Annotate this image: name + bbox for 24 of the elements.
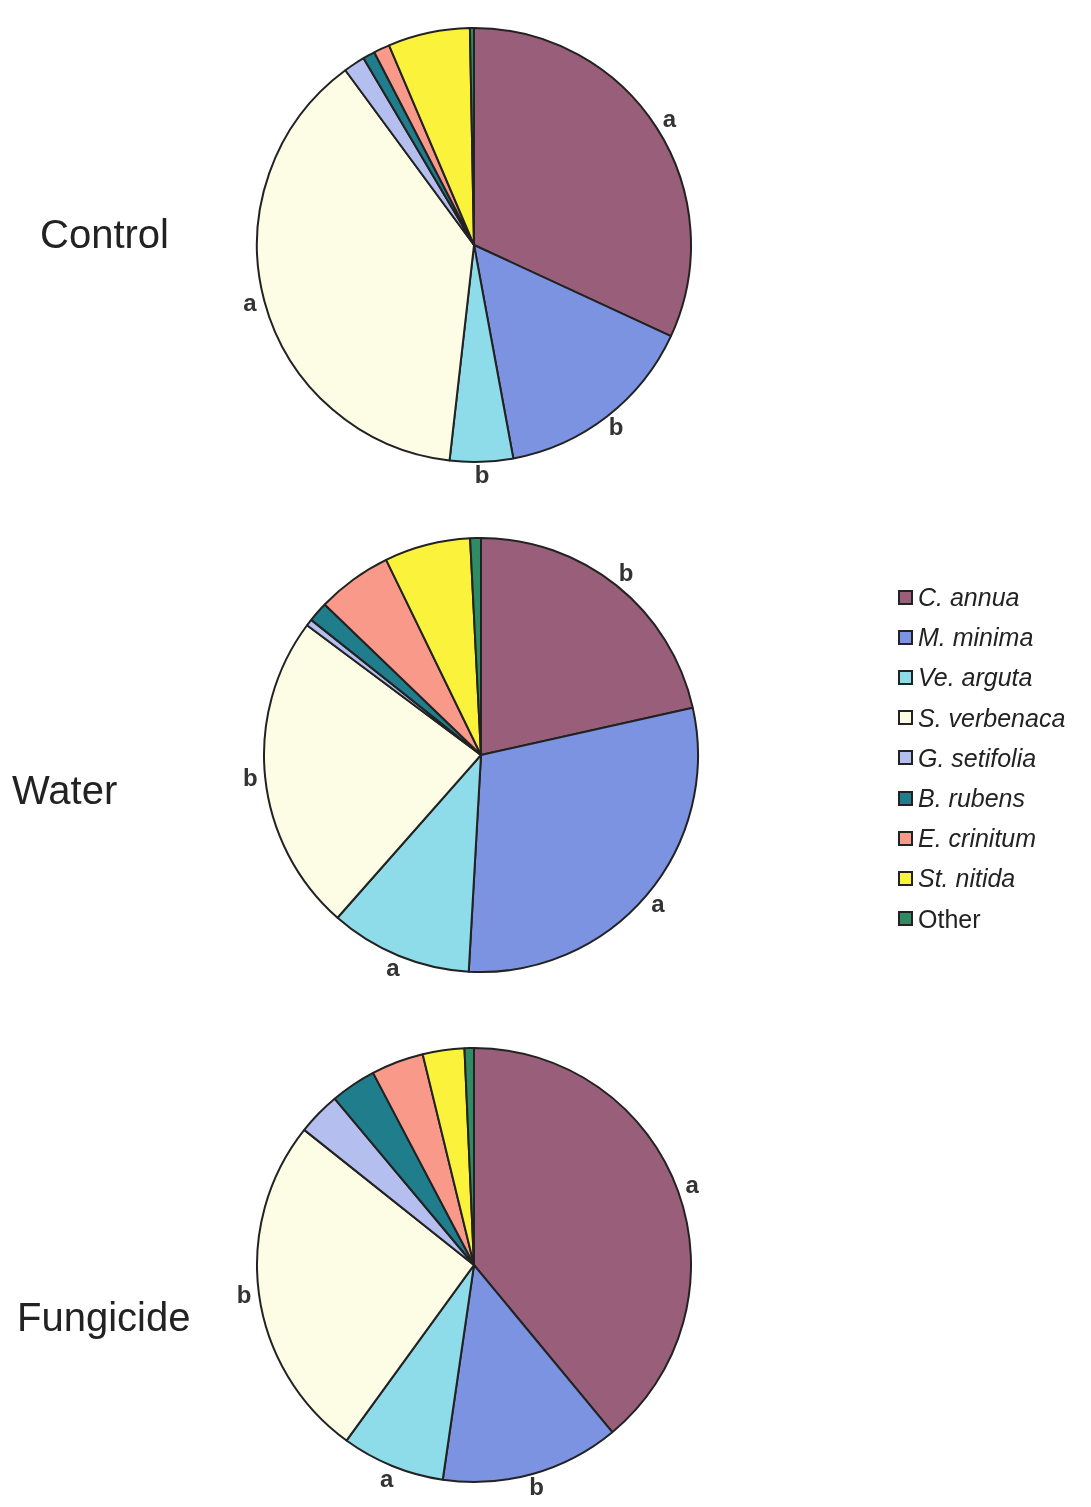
legend-label: M. minima	[918, 622, 1034, 654]
text: a	[243, 289, 258, 317]
legend-label: E. crinitum	[918, 823, 1037, 855]
legend-label: S. verbenaca	[918, 702, 1066, 734]
text: b	[618, 558, 634, 586]
legend-label: Other	[918, 903, 981, 935]
text: b	[474, 461, 490, 489]
text: Water	[12, 768, 118, 813]
text: b	[236, 1280, 252, 1308]
text: b	[242, 763, 258, 791]
text: a	[386, 954, 400, 982]
text: a	[662, 104, 677, 132]
legend-label: B. rubens	[918, 783, 1026, 814]
text: Fungicide	[17, 1295, 191, 1340]
legend-label: Ve. arguta	[918, 662, 1033, 694]
text: a	[685, 1171, 700, 1199]
text: b	[608, 412, 624, 440]
legend-label: G. setifolia	[918, 742, 1037, 774]
text: b	[529, 1473, 544, 1501]
text: Control	[40, 212, 169, 257]
text: a	[651, 889, 665, 917]
text: a	[379, 1464, 394, 1492]
legend-label: C. annua	[918, 582, 1020, 613]
legend-label: St. nitida	[918, 863, 1016, 895]
